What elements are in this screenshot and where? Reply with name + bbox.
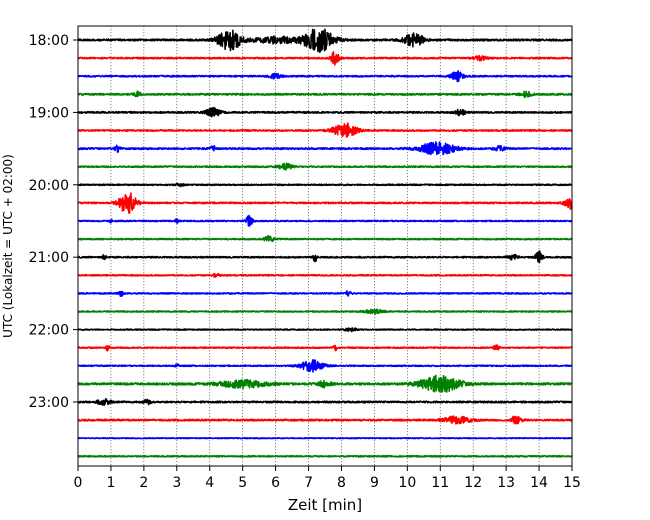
x-tick-label: 4 [205,475,214,491]
trace-2015 [77,192,573,214]
y-tick-label: 23:00 [29,395,69,411]
trace-2100 [77,250,573,264]
x-axis-label: Zeit [min] [288,496,362,514]
x-tick-label: 15 [563,475,581,491]
trace-1930 [77,141,573,156]
x-tick-label: 6 [271,475,280,491]
trace-2115 [77,272,573,278]
x-tick-label: 1 [106,475,115,491]
x-tick-label: 8 [337,475,346,491]
x-tick-label: 2 [139,475,148,491]
y-tick-label: 18:00 [29,33,69,49]
trace-2000 [77,182,573,188]
trace-2130 [77,289,573,298]
x-tick-label: 10 [398,475,416,491]
trace-2345 [77,454,573,458]
plot-frame [77,25,573,467]
trace-2300 [77,397,573,407]
x-tick-label: 9 [370,475,379,491]
x-tick-label: 12 [464,475,482,491]
x-tick-label: 3 [172,475,181,491]
trace-2200 [77,327,573,333]
trace-1800 [77,28,573,53]
x-tick-label: 5 [238,475,247,491]
y-tick-label: 20:00 [29,178,69,194]
x-tick-label: 7 [304,475,313,491]
trace-2215 [77,344,573,352]
trace-2245 [77,374,573,393]
grid [110,26,540,466]
x-tick-label: 0 [74,475,83,491]
y-axis-label: UTC (Lokalzeit = UTC + 02:00) [1,154,15,338]
trace-2315 [77,415,573,425]
trace-1845 [77,90,573,99]
trace-2145 [77,308,573,315]
x-tick-label: 13 [497,475,515,491]
trace-2030 [77,214,573,227]
trace-1945 [77,162,573,171]
x-tick-label: 14 [530,475,548,491]
axes: 0 1 2 3 4 5 6 7 8 9 10 11 12 13 14 1518:0019:0020:0021:… [29,33,581,491]
trace-1830 [77,70,573,83]
trace-1815 [77,51,573,66]
trace-1900 [77,106,573,118]
y-tick-label: 21:00 [29,250,69,266]
trace-1915 [77,122,573,138]
trace-2045 [77,235,573,243]
x-tick-label: 11 [431,475,449,491]
y-tick-label: 22:00 [29,323,69,339]
trace-2330 [77,437,573,440]
trace-2230 [77,359,573,373]
trace-group [77,28,573,458]
y-tick-label: 19:00 [29,105,69,121]
